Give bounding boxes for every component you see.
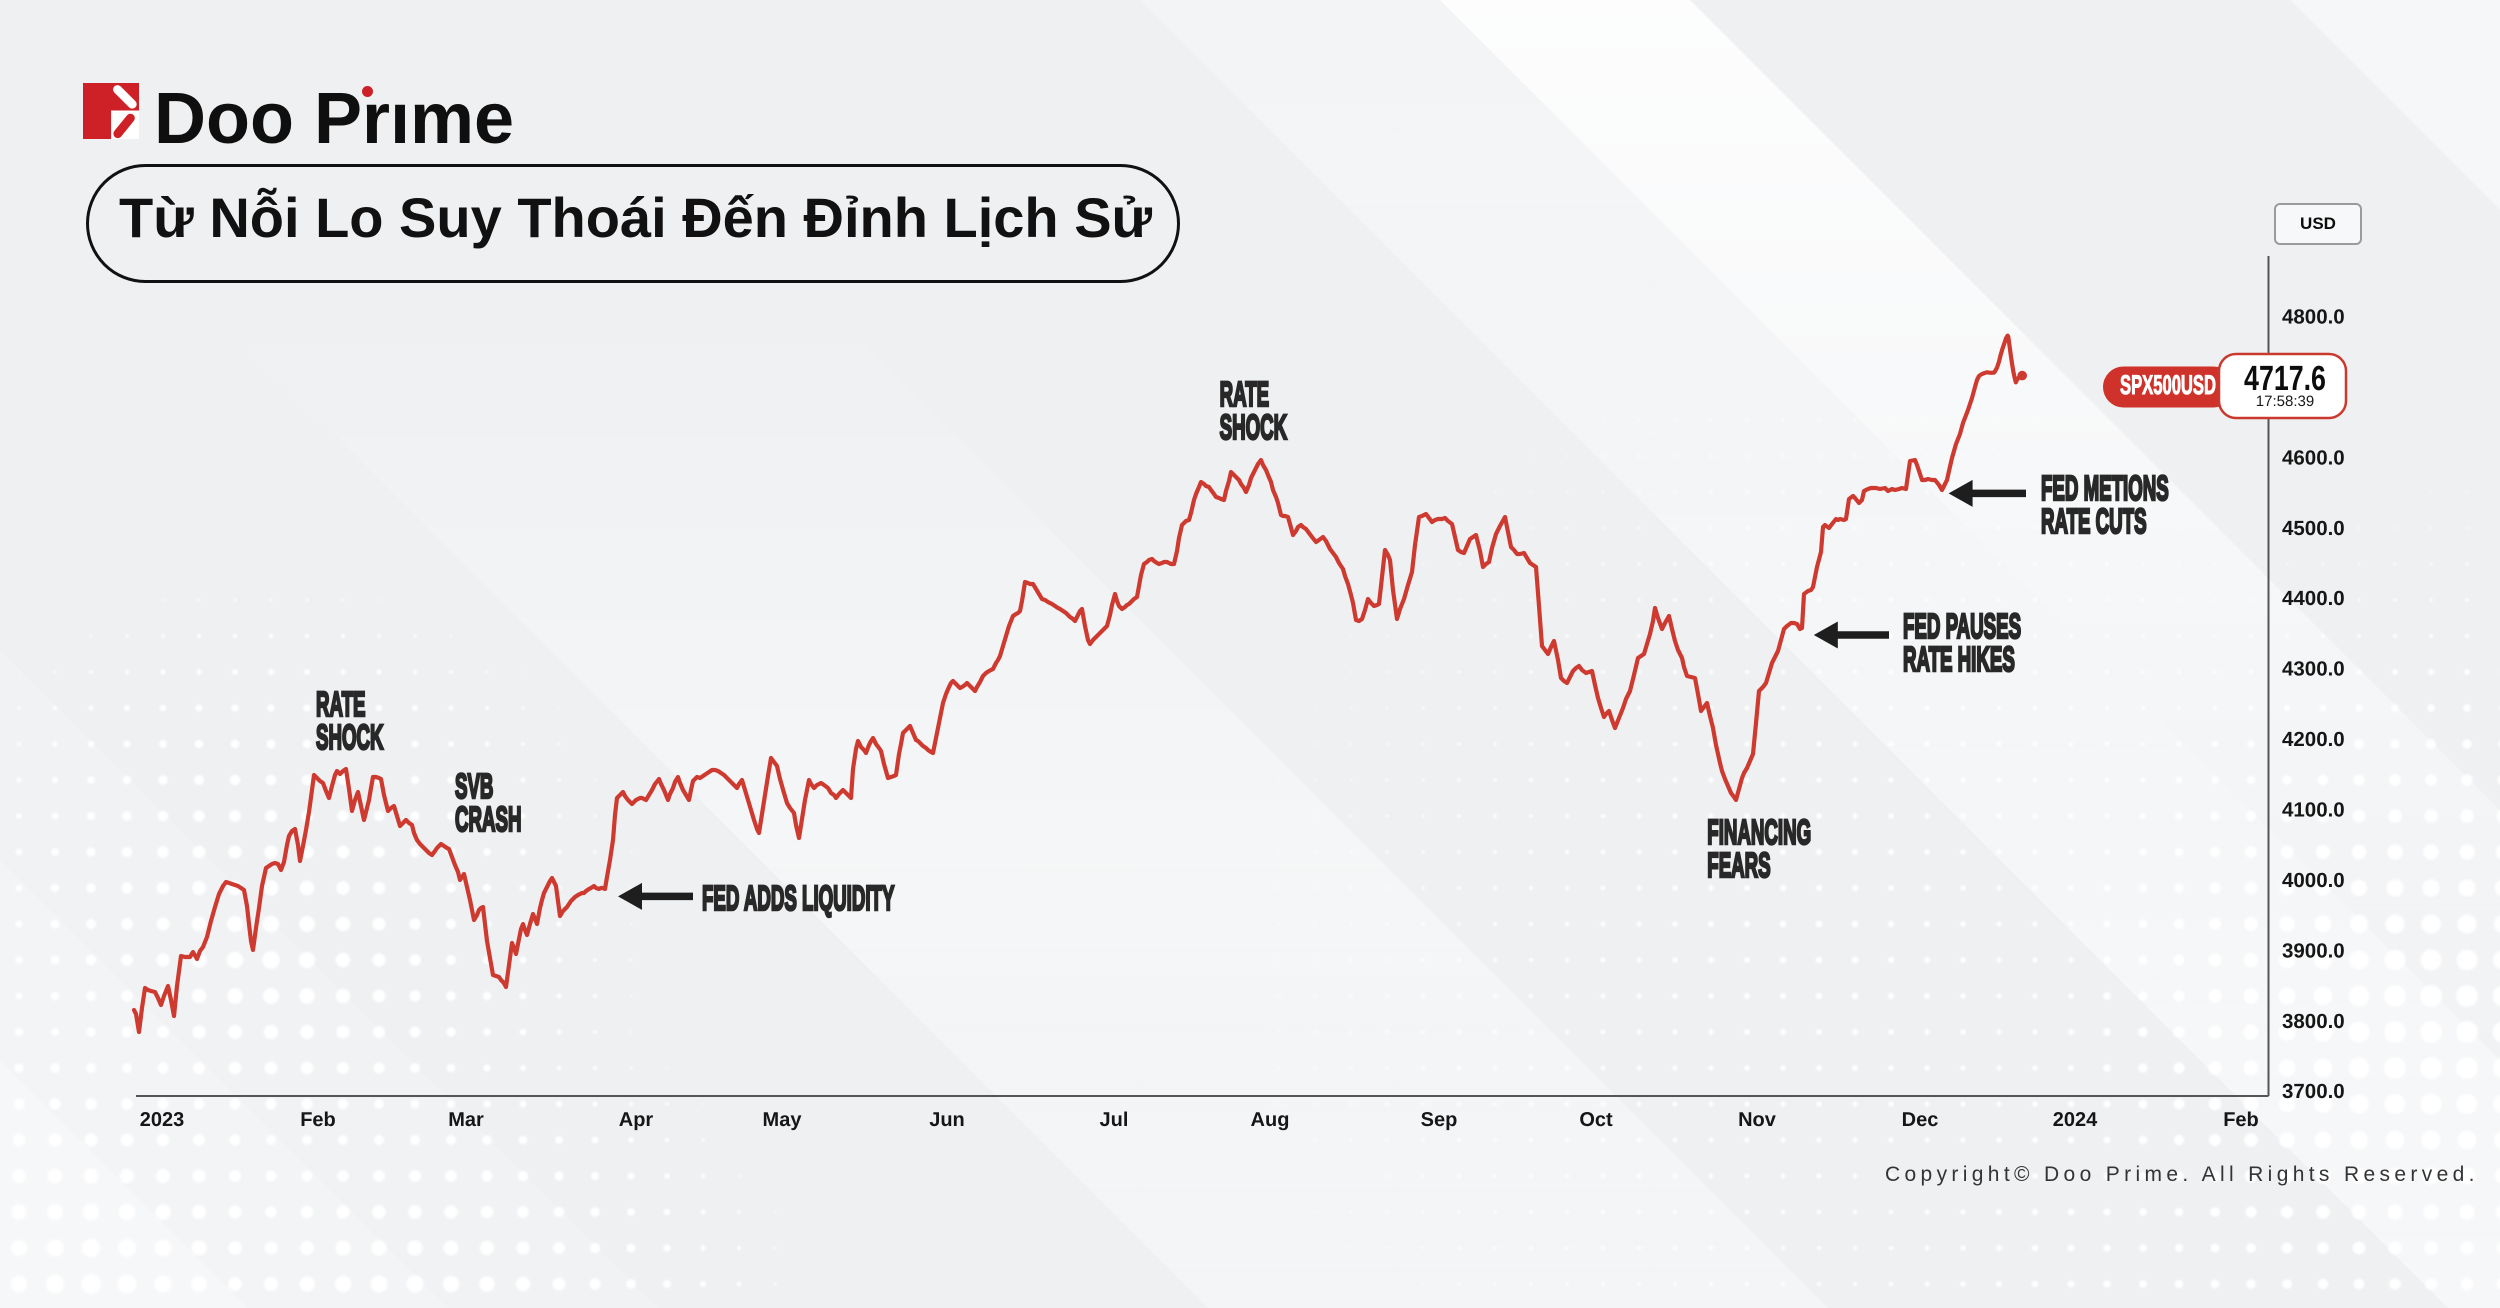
svg-text:17:58:39: 17:58:39	[2256, 393, 2314, 410]
svg-text:Feb: Feb	[300, 1109, 336, 1131]
svg-text:Aug: Aug	[1251, 1109, 1290, 1131]
svg-text:Jun: Jun	[929, 1109, 965, 1131]
svg-text:SVB: SVB	[455, 767, 493, 806]
svg-text:3700.0: 3700.0	[2282, 1080, 2345, 1103]
svg-text:4800.0: 4800.0	[2282, 306, 2345, 329]
svg-text:3800.0: 3800.0	[2282, 1010, 2345, 1033]
svg-text:4600.0: 4600.0	[2282, 446, 2345, 469]
svg-text:2023: 2023	[140, 1109, 185, 1131]
svg-text:May: May	[763, 1109, 803, 1131]
svg-text:RATE: RATE	[1220, 375, 1269, 414]
svg-text:RATE: RATE	[316, 685, 365, 724]
svg-text:CRASH: CRASH	[455, 800, 521, 839]
svg-text:RATE CUTS: RATE CUTS	[2041, 502, 2147, 541]
svg-text:4717.6: 4717.6	[2244, 359, 2326, 398]
svg-text:Oct: Oct	[1579, 1109, 1613, 1131]
svg-text:Dec: Dec	[1902, 1109, 1939, 1131]
svg-text:FED METIONS: FED METIONS	[2041, 469, 2169, 508]
svg-text:4400.0: 4400.0	[2282, 587, 2345, 610]
svg-text:4100.0: 4100.0	[2282, 799, 2345, 822]
svg-text:3900.0: 3900.0	[2282, 939, 2345, 962]
svg-text:Feb: Feb	[2223, 1109, 2259, 1131]
svg-text:Apr: Apr	[619, 1109, 654, 1131]
svg-text:4000.0: 4000.0	[2282, 869, 2345, 892]
svg-text:Sep: Sep	[1421, 1109, 1458, 1131]
svg-text:4200.0: 4200.0	[2282, 728, 2345, 751]
svg-text:SHOCK: SHOCK	[316, 718, 384, 757]
svg-text:4500.0: 4500.0	[2282, 517, 2345, 540]
svg-text:FEARS: FEARS	[1707, 846, 1770, 885]
svg-text:FED ADDS LIQUIDITY: FED ADDS LIQUIDITY	[702, 879, 894, 918]
svg-text:FINANCING: FINANCING	[1707, 813, 1811, 852]
svg-text:2024: 2024	[2053, 1109, 2098, 1131]
svg-text:Nov: Nov	[1738, 1109, 1777, 1131]
svg-text:SHOCK: SHOCK	[1220, 408, 1288, 447]
svg-text:4300.0: 4300.0	[2282, 658, 2345, 681]
svg-text:Mar: Mar	[448, 1109, 484, 1131]
svg-text:FED PAUSES: FED PAUSES	[1903, 607, 2021, 646]
svg-text:RATE HIKES: RATE HIKES	[1903, 640, 2015, 679]
svg-text:SPX500USD: SPX500USD	[2120, 370, 2216, 400]
svg-text:Jul: Jul	[1100, 1109, 1129, 1131]
